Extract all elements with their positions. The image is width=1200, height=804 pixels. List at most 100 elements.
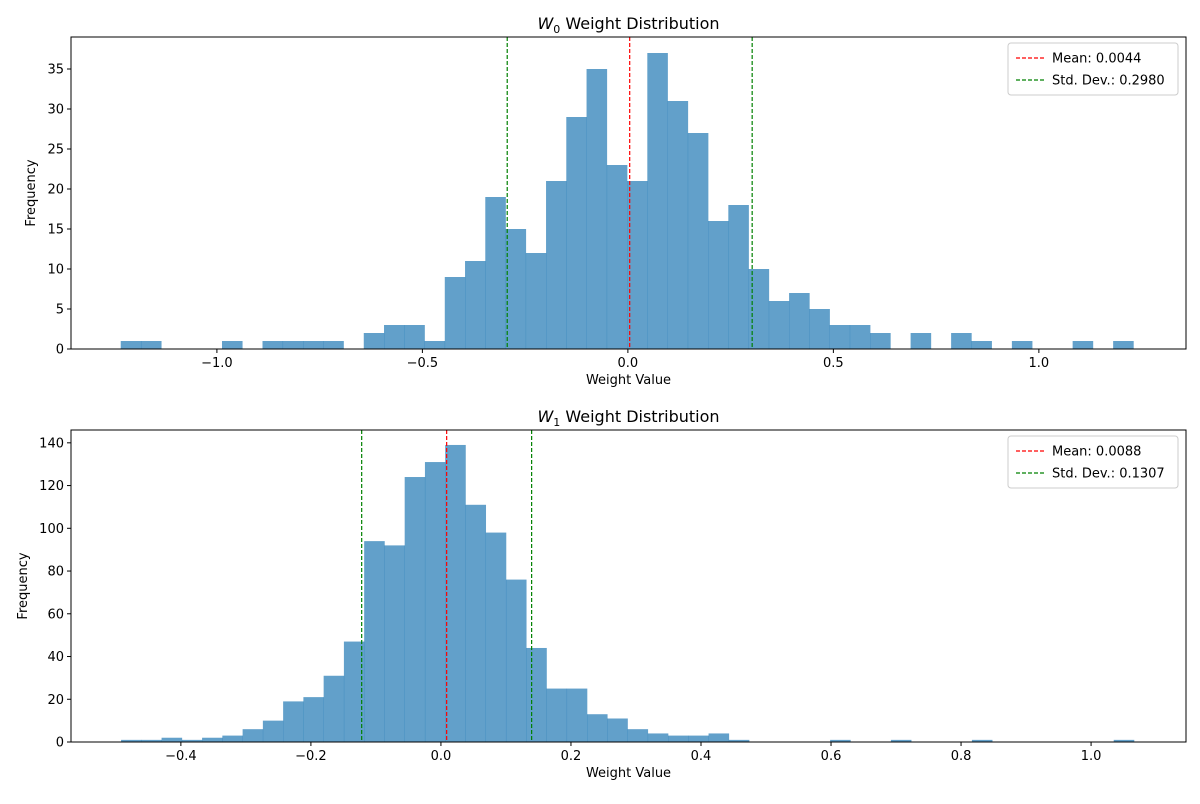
- histogram-bar: [687, 133, 709, 349]
- histogram-bar: [1113, 341, 1134, 349]
- histogram-bar: [647, 53, 668, 349]
- y-tick-label: 10: [47, 263, 64, 278]
- histogram-bar: [748, 269, 770, 349]
- histogram-bar: [505, 229, 527, 349]
- subplot-0: −1.0 −0.5 0.0 0.5 1.0 0 5 10 15 20 25 30 35 Weight Va…: [24, 14, 1187, 388]
- y-axis-label: Frequency: [24, 159, 39, 226]
- y-tick-label: 30: [47, 103, 64, 118]
- legend: Mean: 0.0044 Std. Dev.: 0.2980: [1007, 42, 1179, 96]
- y-tick-label: 140: [39, 436, 64, 451]
- histogram-bar: [768, 301, 790, 349]
- chart-title: W0 Weight Distribution: [537, 14, 719, 36]
- histogram-bar: [910, 333, 932, 349]
- histogram-bar: [282, 341, 304, 349]
- x-tick-label: 0.2: [561, 749, 582, 764]
- histogram-bar: [323, 675, 345, 742]
- axes-frame: [70, 429, 1187, 743]
- histogram-bar: [1113, 739, 1135, 742]
- y-tick-label: 5: [56, 303, 64, 318]
- histogram-bar: [708, 733, 730, 742]
- x-tick-label: 0.5: [823, 356, 844, 371]
- histogram-bar: [262, 341, 284, 349]
- legend-label: Std. Dev.: 0.1307: [1052, 467, 1165, 482]
- x-axis-label: Weight Value: [586, 766, 671, 781]
- histogram-bar: [120, 341, 142, 349]
- histogram-bar: [728, 739, 750, 742]
- axes-frame: [70, 36, 1187, 350]
- subplot-1: −0.4 −0.2 0.0 0.2 0.4 0.6 0.8 1.0 0 20 40 60 80 100 12…: [16, 407, 1187, 781]
- histogram-bar: [364, 541, 385, 742]
- y-tick-label: 15: [47, 223, 64, 238]
- histogram-bar: [343, 641, 365, 742]
- y-tick-label: 20: [47, 693, 64, 708]
- x-tick-label: 0.8: [951, 749, 972, 764]
- title-variable: W: [537, 407, 554, 426]
- histogram-bar: [485, 197, 506, 349]
- x-axis-label: Weight Value: [586, 373, 671, 388]
- histogram-bar: [688, 735, 709, 742]
- histogram-bar: [587, 714, 608, 742]
- histogram-bar: [121, 739, 142, 742]
- x-tick-label: −0.2: [295, 749, 327, 764]
- histogram-bar: [525, 253, 547, 349]
- y-tick-label: 20: [47, 183, 64, 198]
- histogram-bar: [586, 69, 608, 349]
- legend: Mean: 0.0088 Std. Dev.: 0.1307: [1007, 435, 1179, 489]
- title-text: Weight Distribution: [560, 407, 719, 426]
- x-tick-label: 0.0: [618, 356, 639, 371]
- histogram-bar: [667, 101, 689, 349]
- histogram-bar: [181, 739, 203, 742]
- histogram-bar: [606, 165, 628, 349]
- histogram-bar: [566, 117, 587, 349]
- x-tick-label: 0.4: [691, 749, 712, 764]
- histogram-bar: [505, 579, 527, 742]
- y-tick-label: 35: [47, 63, 64, 78]
- histogram-bar: [384, 545, 405, 742]
- histogram-bar: [161, 737, 183, 742]
- histogram-bar: [526, 647, 547, 742]
- histogram-bar: [1072, 341, 1094, 349]
- y-tick-label: 25: [47, 143, 64, 158]
- title-variable: W: [537, 14, 554, 33]
- x-tick-label: −1.0: [201, 356, 233, 371]
- legend-label: Mean: 0.0044: [1052, 52, 1141, 67]
- histogram-bar: [262, 720, 284, 742]
- x-tick-label: 1.0: [1081, 749, 1102, 764]
- histogram-bar: [627, 181, 648, 349]
- legend-label: Std. Dev.: 0.2980: [1052, 74, 1165, 89]
- chart-title: W1 Weight Distribution: [537, 407, 719, 429]
- x-tick-label: 0.0: [431, 749, 452, 764]
- histogram-bar: [283, 701, 304, 742]
- histogram-bar: [849, 325, 871, 349]
- histogram-bar: [140, 341, 162, 349]
- histogram-bar: [951, 333, 972, 349]
- histogram-bar: [668, 735, 689, 742]
- histogram-bar: [202, 737, 223, 742]
- y-tick-label: 80: [47, 565, 64, 580]
- histogram-bar: [363, 333, 385, 349]
- y-tick-label: 0: [56, 343, 64, 358]
- histogram-bar: [465, 261, 486, 349]
- x-tick-label: −0.4: [165, 749, 197, 764]
- histogram-bar: [890, 739, 912, 742]
- histogram-bar: [546, 688, 568, 742]
- histogram-bar: [242, 729, 264, 742]
- histogram-bar: [971, 739, 993, 742]
- x-tick-label: 0.6: [821, 749, 842, 764]
- y-tick-label: 100: [39, 522, 64, 537]
- histogram-bar: [546, 181, 567, 349]
- y-tick-label: 60: [47, 607, 64, 622]
- y-tick-label: 0: [56, 736, 64, 751]
- histogram-bar: [404, 325, 425, 349]
- histogram-bar: [728, 205, 749, 349]
- y-axis-label: Frequency: [16, 552, 31, 619]
- histogram-bar: [708, 221, 729, 349]
- histogram-bar: [971, 341, 992, 349]
- histogram-bar: [445, 444, 466, 742]
- histogram-bar: [485, 532, 507, 742]
- histogram-bar: [221, 341, 243, 349]
- title-subscript: 1: [553, 416, 560, 429]
- x-tick-label: 1.0: [1029, 356, 1050, 371]
- legend-box: [1007, 435, 1179, 489]
- histogram-bar: [323, 341, 344, 349]
